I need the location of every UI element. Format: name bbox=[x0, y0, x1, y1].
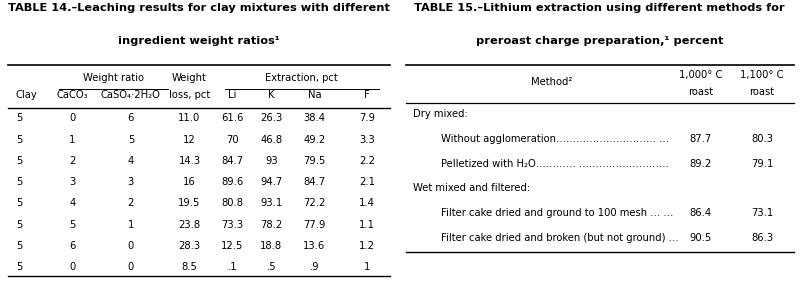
Text: 70: 70 bbox=[226, 135, 238, 145]
Text: 1.2: 1.2 bbox=[359, 241, 375, 251]
Text: 3.3: 3.3 bbox=[359, 135, 375, 145]
Text: 2: 2 bbox=[128, 198, 134, 208]
Text: 0: 0 bbox=[128, 241, 134, 251]
Text: 26.3: 26.3 bbox=[260, 113, 282, 123]
Text: 3: 3 bbox=[69, 177, 75, 187]
Text: 1.4: 1.4 bbox=[359, 198, 375, 208]
Text: 6: 6 bbox=[128, 113, 134, 123]
Text: 93.1: 93.1 bbox=[260, 198, 282, 208]
Text: 5: 5 bbox=[128, 135, 134, 145]
Text: 79.1: 79.1 bbox=[750, 159, 773, 168]
Text: 5: 5 bbox=[16, 177, 22, 187]
Text: 79.5: 79.5 bbox=[303, 156, 326, 166]
Text: 38.4: 38.4 bbox=[303, 113, 326, 123]
Text: 19.5: 19.5 bbox=[178, 198, 201, 208]
Text: 0: 0 bbox=[128, 262, 134, 272]
Text: Weight ratio: Weight ratio bbox=[83, 73, 144, 83]
Text: 73.1: 73.1 bbox=[751, 208, 773, 218]
Text: 86.4: 86.4 bbox=[690, 208, 712, 218]
Text: ingredient weight ratios¹: ingredient weight ratios¹ bbox=[118, 36, 280, 46]
Text: 2.1: 2.1 bbox=[359, 177, 375, 187]
Text: 23.8: 23.8 bbox=[178, 220, 201, 230]
Text: 14.3: 14.3 bbox=[178, 156, 201, 166]
Text: Li: Li bbox=[228, 90, 237, 100]
Text: 49.2: 49.2 bbox=[303, 135, 326, 145]
Text: 84.7: 84.7 bbox=[303, 177, 326, 187]
Text: CaSO₄·2H₂O: CaSO₄·2H₂O bbox=[101, 90, 161, 100]
Text: Filter cake dried and ground to 100 mesh … …: Filter cake dried and ground to 100 mesh… bbox=[442, 208, 674, 218]
Text: Clay: Clay bbox=[16, 90, 38, 100]
Text: 4: 4 bbox=[69, 198, 75, 208]
Text: 5: 5 bbox=[16, 198, 22, 208]
Text: 46.8: 46.8 bbox=[260, 135, 282, 145]
Text: Filter cake dried and broken (but not ground) …: Filter cake dried and broken (but not gr… bbox=[442, 233, 679, 243]
Text: 5: 5 bbox=[16, 135, 22, 145]
Text: K: K bbox=[268, 90, 274, 100]
Text: 18.8: 18.8 bbox=[260, 241, 282, 251]
Text: Wet mixed and filtered:: Wet mixed and filtered: bbox=[414, 183, 530, 193]
Text: Extraction, pct: Extraction, pct bbox=[266, 73, 338, 83]
Text: 84.7: 84.7 bbox=[222, 156, 243, 166]
Text: .9: .9 bbox=[310, 262, 319, 272]
Text: 1,100° C: 1,100° C bbox=[740, 70, 784, 80]
Text: roast: roast bbox=[688, 87, 713, 97]
Text: 1: 1 bbox=[128, 220, 134, 230]
Text: 80.3: 80.3 bbox=[751, 134, 773, 144]
Text: 7.9: 7.9 bbox=[359, 113, 375, 123]
Text: TABLE 15.–Lithium extraction using different methods for: TABLE 15.–Lithium extraction using diffe… bbox=[414, 3, 785, 13]
Text: 5: 5 bbox=[16, 113, 22, 123]
Text: 89.2: 89.2 bbox=[690, 159, 712, 168]
Text: .1: .1 bbox=[227, 262, 237, 272]
Text: 61.6: 61.6 bbox=[221, 113, 243, 123]
Text: .5: .5 bbox=[266, 262, 276, 272]
Text: TABLE 14.–Leaching results for clay mixtures with different: TABLE 14.–Leaching results for clay mixt… bbox=[8, 3, 390, 13]
Text: 77.9: 77.9 bbox=[303, 220, 326, 230]
Text: preroast charge preparation,¹ percent: preroast charge preparation,¹ percent bbox=[476, 36, 723, 46]
Text: 72.2: 72.2 bbox=[303, 198, 326, 208]
Text: 2: 2 bbox=[69, 156, 75, 166]
Text: 12: 12 bbox=[183, 135, 196, 145]
Text: 3: 3 bbox=[128, 177, 134, 187]
Text: CaCO₃: CaCO₃ bbox=[57, 90, 88, 100]
Text: 87.7: 87.7 bbox=[690, 134, 712, 144]
Text: 1: 1 bbox=[364, 262, 370, 272]
Text: 5: 5 bbox=[69, 220, 75, 230]
Text: 0: 0 bbox=[69, 262, 75, 272]
Text: 8.5: 8.5 bbox=[182, 262, 198, 272]
Text: Dry mixed:: Dry mixed: bbox=[414, 109, 468, 119]
Text: 5: 5 bbox=[16, 262, 22, 272]
Text: 0: 0 bbox=[69, 113, 75, 123]
Text: 1,000° C: 1,000° C bbox=[679, 70, 722, 80]
Text: 1: 1 bbox=[69, 135, 75, 145]
Text: Method²: Method² bbox=[531, 77, 573, 87]
Text: loss, pct: loss, pct bbox=[169, 90, 210, 100]
Text: roast: roast bbox=[750, 87, 774, 97]
Text: Weight: Weight bbox=[172, 73, 207, 83]
Text: 4: 4 bbox=[128, 156, 134, 166]
Text: 16: 16 bbox=[183, 177, 196, 187]
Text: 78.2: 78.2 bbox=[260, 220, 282, 230]
Text: 73.3: 73.3 bbox=[222, 220, 243, 230]
Text: 93: 93 bbox=[265, 156, 278, 166]
Text: 90.5: 90.5 bbox=[690, 233, 712, 243]
Text: 5: 5 bbox=[16, 156, 22, 166]
Text: 94.7: 94.7 bbox=[260, 177, 282, 187]
Text: 13.6: 13.6 bbox=[303, 241, 326, 251]
Text: 6: 6 bbox=[69, 241, 75, 251]
Text: 5: 5 bbox=[16, 220, 22, 230]
Text: 2.2: 2.2 bbox=[359, 156, 375, 166]
Text: 5: 5 bbox=[16, 241, 22, 251]
Text: 12.5: 12.5 bbox=[221, 241, 243, 251]
Text: Pelletized with H₂O………… ………………………: Pelletized with H₂O………… ……………………… bbox=[442, 159, 669, 168]
Text: Na: Na bbox=[307, 90, 321, 100]
Text: 1.1: 1.1 bbox=[359, 220, 375, 230]
Text: F: F bbox=[364, 90, 370, 100]
Text: 86.3: 86.3 bbox=[751, 233, 773, 243]
Text: Without agglomeration………………………… …: Without agglomeration………………………… … bbox=[442, 134, 670, 144]
Text: 28.3: 28.3 bbox=[178, 241, 201, 251]
Text: 89.6: 89.6 bbox=[222, 177, 243, 187]
Text: 80.8: 80.8 bbox=[222, 198, 243, 208]
Text: 11.0: 11.0 bbox=[178, 113, 201, 123]
